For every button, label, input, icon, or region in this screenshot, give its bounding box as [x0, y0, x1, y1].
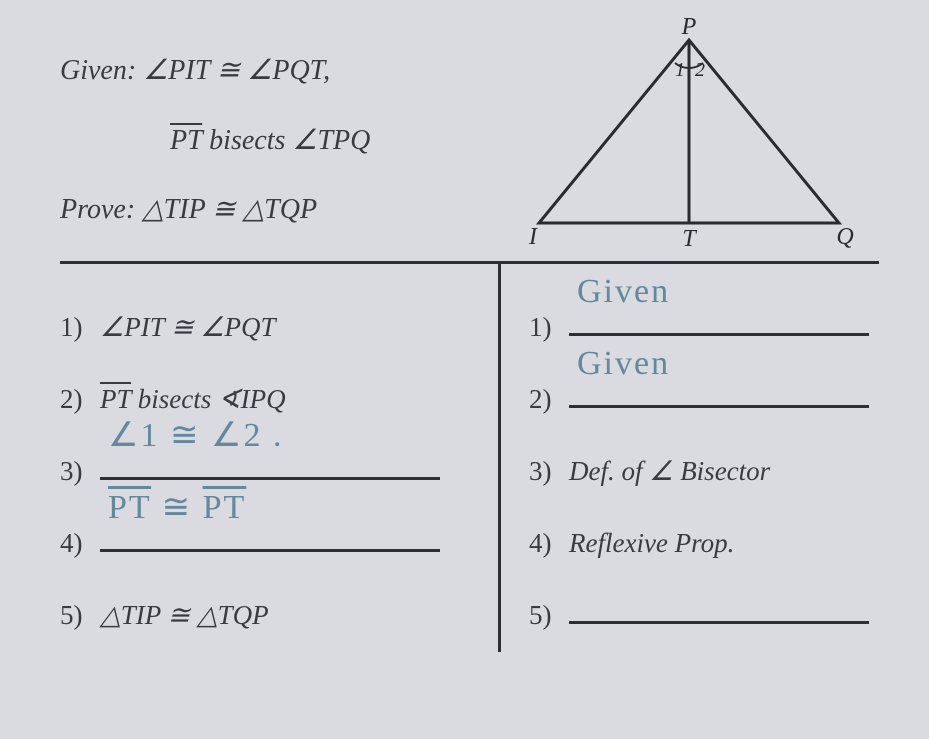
stmt-4-handwriting: PT ≅ PT — [108, 464, 246, 552]
given-2-post: bisects ∠TPQ — [202, 125, 370, 156]
reason-4-text: Reflexive Prop. — [569, 508, 734, 578]
stmt-5-num: 5) — [60, 580, 100, 650]
stmt-4-num: 4) — [60, 508, 100, 578]
segment-pt-text: PT — [170, 125, 202, 156]
vertex-p: P — [681, 18, 697, 40]
reason-5-num: 5) — [529, 580, 569, 650]
reason-3-num: 3) — [529, 436, 569, 506]
reason-2-handwriting: Given — [577, 320, 670, 408]
prove-text: △TIP ≅ △TQP — [142, 194, 317, 225]
stmt-5-text: △TIP ≅ △TQP — [100, 580, 269, 650]
angle-1-label: 1 — [675, 59, 685, 81]
proof-table: 1) ∠PIT ≅ ∠PQT 2) PT bisects ∢IPQ 3) ∠1 … — [60, 261, 879, 652]
angle-2-label: 2 — [695, 59, 705, 81]
stmt-4-seg2: PT — [203, 489, 247, 526]
reason-4-num: 4) — [529, 508, 569, 578]
vertex-q: Q — [836, 224, 853, 248]
reasons-column: 1) Given 2) Given 3) Def. of ∠ Bisector … — [501, 264, 879, 652]
triangle-figure: P I T Q 1 2 — [519, 18, 859, 248]
reason-5-blank[interactable] — [569, 586, 869, 624]
stmt-1-text: ∠PIT ≅ ∠PQT — [100, 292, 276, 362]
stmt-2-num: 2) — [60, 364, 100, 434]
stmt-4-blank[interactable]: PT ≅ PT — [100, 514, 440, 552]
statements-column: 1) ∠PIT ≅ ∠PQT 2) PT bisects ∢IPQ 3) ∠1 … — [60, 264, 501, 652]
worksheet-page: P I T Q 1 2 Given: ∠PIT ≅ ∠PQT, PT bisec… — [0, 0, 929, 739]
reason-row-5: 5) — [529, 580, 869, 652]
vertex-i: I — [528, 224, 538, 248]
reason-row-4: 4) Reflexive Prop. — [529, 508, 869, 580]
reason-3-text: Def. of ∠ Bisector — [569, 436, 770, 506]
stmt-row-4: 4) PT ≅ PT — [60, 508, 488, 580]
prove-label: Prove: — [60, 194, 135, 225]
reason-2-blank[interactable]: Given — [569, 370, 869, 408]
stmt-3-num: 3) — [60, 436, 100, 506]
stmt-4-seg1: PT — [108, 489, 151, 526]
stmt-row-1: 1) ∠PIT ≅ ∠PQT — [60, 292, 488, 364]
reason-row-3: 3) Def. of ∠ Bisector — [529, 436, 869, 508]
stmt-4-mid: ≅ — [151, 489, 203, 526]
vertex-t: T — [682, 226, 697, 248]
given-1-text: ∠PIT ≅ ∠PQT, — [143, 55, 330, 86]
triangle-svg: P I T Q 1 2 — [519, 18, 859, 248]
reason-2-num: 2) — [529, 364, 569, 434]
reason-1-num: 1) — [529, 292, 569, 362]
reason-row-2: 2) Given — [529, 364, 869, 436]
stmt-row-5: 5) △TIP ≅ △TQP — [60, 580, 488, 652]
given-label: Given: — [60, 55, 136, 86]
stmt-1-num: 1) — [60, 292, 100, 362]
